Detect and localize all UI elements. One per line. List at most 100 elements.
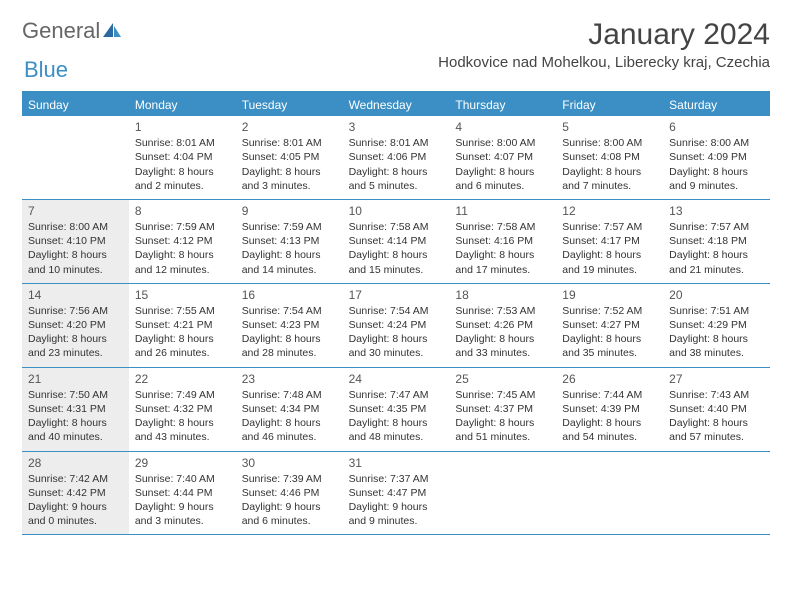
sunset-text: Sunset: 4:23 PM [242,318,337,332]
sunrise-text: Sunrise: 7:58 AM [455,220,550,234]
day-cell: 13Sunrise: 7:57 AMSunset: 4:18 PMDayligh… [663,200,770,283]
daylight-text: Daylight: 8 hours and 43 minutes. [135,416,230,444]
sunset-text: Sunset: 4:39 PM [562,402,657,416]
day-number: 14 [28,287,123,303]
day-cell: 16Sunrise: 7:54 AMSunset: 4:23 PMDayligh… [236,284,343,367]
sunset-text: Sunset: 4:29 PM [669,318,764,332]
sunrise-text: Sunrise: 7:42 AM [28,472,123,486]
daylight-text: Daylight: 8 hours and 9 minutes. [669,165,764,193]
sunrise-text: Sunrise: 7:49 AM [135,388,230,402]
day-cell [663,452,770,535]
sunrise-text: Sunrise: 7:52 AM [562,304,657,318]
day-cell: 3Sunrise: 8:01 AMSunset: 4:06 PMDaylight… [343,116,450,199]
week-row: 1Sunrise: 8:01 AMSunset: 4:04 PMDaylight… [22,116,770,200]
day-cell: 12Sunrise: 7:57 AMSunset: 4:17 PMDayligh… [556,200,663,283]
daylight-text: Daylight: 8 hours and 3 minutes. [242,165,337,193]
day-number: 5 [562,119,657,135]
sunset-text: Sunset: 4:07 PM [455,150,550,164]
daylight-text: Daylight: 8 hours and 54 minutes. [562,416,657,444]
day-cell: 28Sunrise: 7:42 AMSunset: 4:42 PMDayligh… [22,452,129,535]
day-cell: 8Sunrise: 7:59 AMSunset: 4:12 PMDaylight… [129,200,236,283]
day-cell: 7Sunrise: 8:00 AMSunset: 4:10 PMDaylight… [22,200,129,283]
day-number: 7 [28,203,123,219]
day-number: 16 [242,287,337,303]
day-number: 24 [349,371,444,387]
weekday-header-row: Sunday Monday Tuesday Wednesday Thursday… [22,94,770,116]
day-number: 28 [28,455,123,471]
daylight-text: Daylight: 8 hours and 6 minutes. [455,165,550,193]
sunrise-text: Sunrise: 7:55 AM [135,304,230,318]
sunrise-text: Sunrise: 7:57 AM [562,220,657,234]
sunset-text: Sunset: 4:31 PM [28,402,123,416]
month-title: January 2024 [438,18,770,52]
day-number: 17 [349,287,444,303]
sunset-text: Sunset: 4:05 PM [242,150,337,164]
daylight-text: Daylight: 8 hours and 7 minutes. [562,165,657,193]
sunrise-text: Sunrise: 7:57 AM [669,220,764,234]
sunset-text: Sunset: 4:04 PM [135,150,230,164]
week-row: 7Sunrise: 8:00 AMSunset: 4:10 PMDaylight… [22,200,770,284]
sunset-text: Sunset: 4:16 PM [455,234,550,248]
sunrise-text: Sunrise: 8:00 AM [455,136,550,150]
daylight-text: Daylight: 8 hours and 23 minutes. [28,332,123,360]
daylight-text: Daylight: 8 hours and 46 minutes. [242,416,337,444]
sunrise-text: Sunrise: 8:00 AM [562,136,657,150]
day-cell: 10Sunrise: 7:58 AMSunset: 4:14 PMDayligh… [343,200,450,283]
weekday-header: Tuesday [236,94,343,116]
daylight-text: Daylight: 9 hours and 0 minutes. [28,500,123,528]
sunrise-text: Sunrise: 8:01 AM [135,136,230,150]
sunset-text: Sunset: 4:35 PM [349,402,444,416]
sunset-text: Sunset: 4:47 PM [349,486,444,500]
daylight-text: Daylight: 8 hours and 51 minutes. [455,416,550,444]
daylight-text: Daylight: 8 hours and 19 minutes. [562,248,657,276]
daylight-text: Daylight: 8 hours and 28 minutes. [242,332,337,360]
logo-text-2: Blue [24,57,68,82]
sunrise-text: Sunrise: 7:45 AM [455,388,550,402]
title-block: January 2024 Hodkovice nad Mohelkou, Lib… [438,18,770,71]
sunrise-text: Sunrise: 7:47 AM [349,388,444,402]
day-cell: 5Sunrise: 8:00 AMSunset: 4:08 PMDaylight… [556,116,663,199]
daylight-text: Daylight: 8 hours and 10 minutes. [28,248,123,276]
day-number: 2 [242,119,337,135]
day-number: 27 [669,371,764,387]
day-number: 6 [669,119,764,135]
day-number: 10 [349,203,444,219]
day-cell: 1Sunrise: 8:01 AMSunset: 4:04 PMDaylight… [129,116,236,199]
day-cell: 2Sunrise: 8:01 AMSunset: 4:05 PMDaylight… [236,116,343,199]
sunset-text: Sunset: 4:17 PM [562,234,657,248]
sunrise-text: Sunrise: 7:40 AM [135,472,230,486]
day-cell: 30Sunrise: 7:39 AMSunset: 4:46 PMDayligh… [236,452,343,535]
day-cell: 18Sunrise: 7:53 AMSunset: 4:26 PMDayligh… [449,284,556,367]
sunset-text: Sunset: 4:46 PM [242,486,337,500]
logo-sail-icon [102,22,122,38]
daylight-text: Daylight: 8 hours and 14 minutes. [242,248,337,276]
day-cell [556,452,663,535]
day-cell: 6Sunrise: 8:00 AMSunset: 4:09 PMDaylight… [663,116,770,199]
day-number: 12 [562,203,657,219]
day-cell: 4Sunrise: 8:00 AMSunset: 4:07 PMDaylight… [449,116,556,199]
sunrise-text: Sunrise: 8:00 AM [669,136,764,150]
sunrise-text: Sunrise: 7:43 AM [669,388,764,402]
sunset-text: Sunset: 4:20 PM [28,318,123,332]
sunrise-text: Sunrise: 7:48 AM [242,388,337,402]
daylight-text: Daylight: 8 hours and 38 minutes. [669,332,764,360]
week-row: 21Sunrise: 7:50 AMSunset: 4:31 PMDayligh… [22,368,770,452]
daylight-text: Daylight: 8 hours and 40 minutes. [28,416,123,444]
day-number: 9 [242,203,337,219]
day-number: 11 [455,203,550,219]
day-cell: 26Sunrise: 7:44 AMSunset: 4:39 PMDayligh… [556,368,663,451]
sunset-text: Sunset: 4:12 PM [135,234,230,248]
sunset-text: Sunset: 4:42 PM [28,486,123,500]
day-cell [22,116,129,199]
day-cell: 22Sunrise: 7:49 AMSunset: 4:32 PMDayligh… [129,368,236,451]
day-number: 18 [455,287,550,303]
day-number: 20 [669,287,764,303]
daylight-text: Daylight: 9 hours and 9 minutes. [349,500,444,528]
location-text: Hodkovice nad Mohelkou, Liberecky kraj, … [438,54,770,71]
weekday-header: Friday [556,94,663,116]
day-cell: 24Sunrise: 7:47 AMSunset: 4:35 PMDayligh… [343,368,450,451]
daylight-text: Daylight: 8 hours and 26 minutes. [135,332,230,360]
day-cell: 20Sunrise: 7:51 AMSunset: 4:29 PMDayligh… [663,284,770,367]
sunset-text: Sunset: 4:06 PM [349,150,444,164]
day-cell [449,452,556,535]
